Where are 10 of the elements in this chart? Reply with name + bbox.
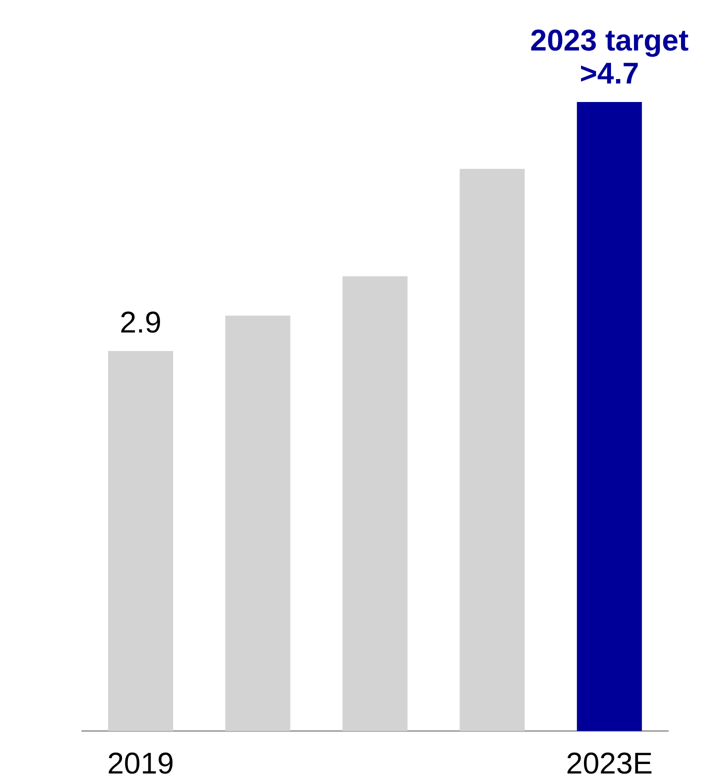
bar — [576, 102, 642, 731]
bar — [108, 350, 174, 731]
x-tick-label: 2023E — [566, 748, 653, 780]
bar — [342, 276, 408, 731]
x-tick-label: 2019 — [107, 748, 174, 780]
data-label: 2.9 — [120, 306, 162, 340]
data-label: >4.7 — [580, 58, 640, 90]
annotation: 2023 target — [530, 24, 689, 58]
bar — [225, 316, 290, 731]
bar — [460, 168, 525, 731]
